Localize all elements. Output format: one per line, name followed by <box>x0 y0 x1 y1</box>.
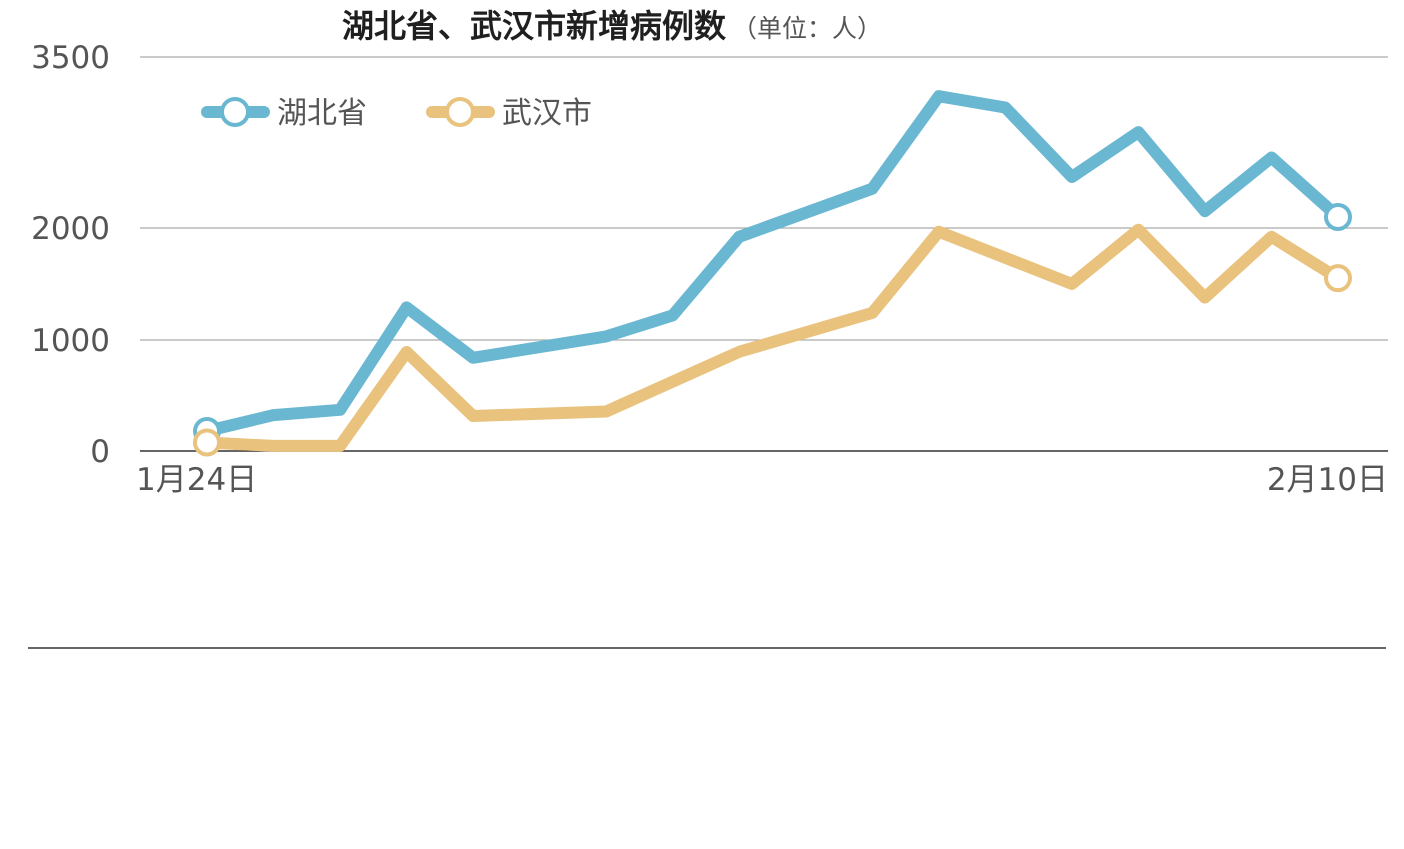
series-endpoint-marker <box>1324 264 1352 293</box>
series-endpoint-marker <box>193 428 221 457</box>
chart-title-main: 湖北省、武汉市新增病例数 <box>342 7 727 45</box>
legend-marker <box>445 97 475 127</box>
legend: 湖北省 武汉市 <box>201 96 592 131</box>
chart-title-unit: （单位：人） <box>732 14 882 43</box>
x-tick-label: 1月24日 <box>136 462 257 498</box>
series-line <box>201 223 1344 452</box>
series-endpoint-marker <box>1324 202 1352 231</box>
x-axis-ticks: 1月24日 2月10日 <box>136 462 1388 498</box>
y-tick-label: 3500 <box>31 40 110 76</box>
y-axis-ticks: 0 1000 2000 3500 <box>31 40 110 470</box>
chart-title: 湖北省、武汉市新增病例数 （单位：人） <box>342 7 882 45</box>
y-tick-label: 2000 <box>31 211 110 247</box>
legend-label: 湖北省 <box>277 96 367 131</box>
legend-marker <box>220 97 250 127</box>
series-lines <box>193 90 1352 457</box>
series-line <box>201 90 1344 437</box>
y-tick-label: 0 <box>90 434 110 470</box>
y-tick-label: 1000 <box>31 323 110 359</box>
x-tick-label: 2月10日 <box>1267 462 1388 498</box>
legend-label: 武汉市 <box>502 96 592 131</box>
